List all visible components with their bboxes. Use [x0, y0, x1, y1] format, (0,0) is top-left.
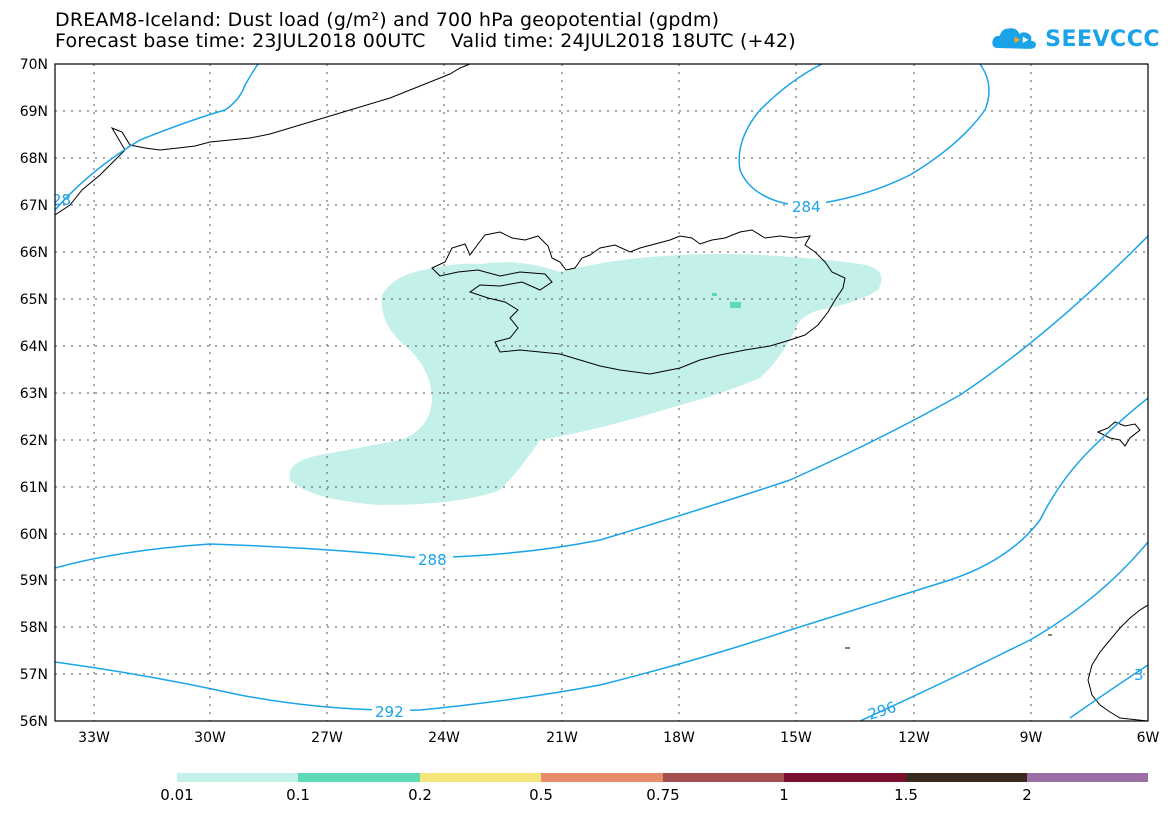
colorbar-label: 2 — [1022, 786, 1032, 804]
coastline-faroe — [1096, 421, 1141, 447]
colorbar-segment-5 — [663, 773, 784, 782]
colorbar-segment-4 — [541, 773, 663, 782]
contour-label-284: 284 — [792, 198, 821, 216]
map-title: DREAM8-Iceland: Dust load (g/m²) and 700… — [55, 9, 720, 31]
dust-spot-small — [712, 293, 717, 296]
contour-label-292: 292 — [375, 703, 404, 721]
seevccc-logo: SEEVCCC — [990, 20, 1160, 58]
lat-label: 65N — [20, 292, 48, 308]
latitude-labels: 70N 69N 68N 67N 66N 65N 64N 63N 62N 61N … — [20, 57, 48, 730]
coastline-iceland — [431, 229, 846, 375]
contour-greenland — [55, 64, 259, 211]
colorbar-segment-3 — [420, 773, 541, 782]
coastline-greenland — [55, 64, 471, 216]
colorbar-label: 0.2 — [408, 786, 432, 804]
lat-label: 56N — [20, 714, 48, 730]
contour-label-3-edge: 3 — [1134, 666, 1144, 684]
lat-label: 60N — [20, 527, 48, 543]
contour-296-east — [1069, 664, 1148, 719]
colorbar-segment-7 — [906, 773, 1027, 782]
lat-label: 69N — [20, 104, 48, 120]
lat-label: 63N — [20, 386, 48, 402]
lat-label: 70N — [20, 57, 48, 73]
lon-label: 27W — [311, 730, 343, 746]
map-frame — [54, 63, 1149, 722]
colorbar-labels: 0.01 0.1 0.2 0.5 0.75 1 1.5 2 — [160, 786, 1031, 804]
lat-label: 64N — [20, 339, 48, 355]
logo-text: SEEVCCC — [1045, 26, 1160, 52]
colorbar-label: 0.5 — [529, 786, 553, 804]
colorbar-segment-8 — [1027, 773, 1148, 782]
lon-label: 6W — [1137, 730, 1160, 746]
lat-label: 61N — [20, 480, 48, 496]
colorbar-segment-2 — [298, 773, 420, 782]
lon-label: 18W — [663, 730, 695, 746]
lat-label: 59N — [20, 573, 48, 589]
lon-label: 15W — [780, 730, 812, 746]
coastline-scotland — [1087, 604, 1148, 721]
contour-296 — [859, 541, 1148, 721]
contour-284 — [738, 64, 990, 207]
lon-label: 9W — [1020, 730, 1043, 746]
colorbar-segment-1 — [177, 773, 298, 782]
colorbar-label: 1.5 — [894, 786, 918, 804]
lon-label: 12W — [898, 730, 930, 746]
contour-288 — [55, 235, 1148, 569]
lat-label: 58N — [20, 620, 48, 636]
dust-spot — [730, 302, 741, 308]
dust-area-main — [289, 254, 882, 505]
longitude-labels: 33W 30W 27W 24W 21W 18W 15W 12W 9W 6W — [78, 730, 1159, 746]
colorbar-label: 0.75 — [646, 786, 679, 804]
lat-label: 67N — [20, 198, 48, 214]
lon-label: 24W — [428, 730, 460, 746]
cloud-icon — [992, 28, 1036, 49]
lat-label: 68N — [20, 151, 48, 167]
lon-label: 33W — [78, 730, 110, 746]
lat-label: 66N — [20, 245, 48, 261]
map-subtitle: Forecast base time: 23JUL2018 00UTC Vali… — [55, 30, 796, 52]
contour-label-288: 288 — [418, 551, 447, 569]
colorbar-segment-6 — [784, 773, 906, 782]
contour-label-296: 296 — [866, 698, 899, 724]
contour-label-28-edge: 28 — [52, 191, 71, 209]
lon-label: 21W — [546, 730, 578, 746]
lat-label: 57N — [20, 667, 48, 683]
lon-label: 30W — [194, 730, 226, 746]
colorbar-label: 1 — [779, 786, 789, 804]
contour-292 — [55, 397, 1148, 711]
colorbar — [177, 773, 1148, 782]
colorbar-label: 0.01 — [160, 786, 193, 804]
colorbar-label: 0.1 — [286, 786, 310, 804]
lat-label: 62N — [20, 433, 48, 449]
